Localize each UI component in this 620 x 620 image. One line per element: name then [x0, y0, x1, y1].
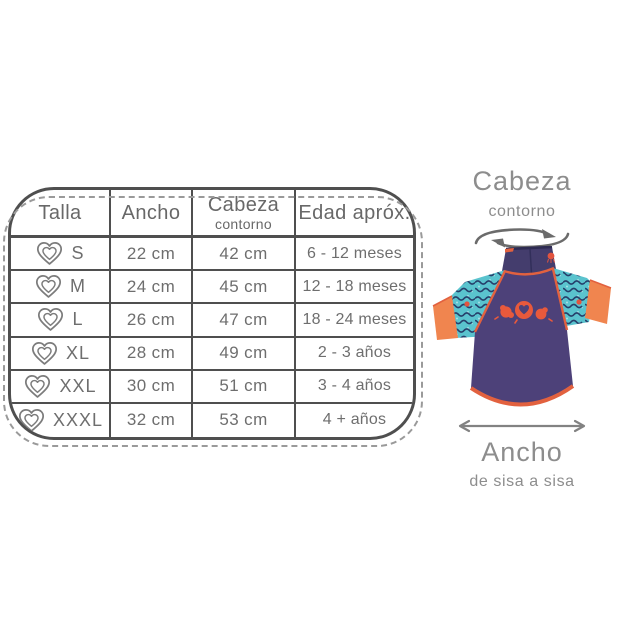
- head-value-cell: 49 cm: [193, 337, 296, 371]
- heart-icon: [23, 374, 52, 399]
- width-measure-sublabel: de sisa a sisa: [469, 473, 575, 490]
- shirt-body: [469, 266, 575, 407]
- size-label: XL: [65, 342, 91, 363]
- age-value-cell: 4 + años: [322, 411, 387, 429]
- shirt-photo: [432, 246, 612, 407]
- header-talla: Talla: [11, 190, 111, 238]
- double-arrow-icon: [458, 419, 586, 433]
- size-label: S: [71, 243, 85, 264]
- head-value-cell: 42 cm: [193, 238, 296, 272]
- age-value-cell: 3 - 4 años: [296, 371, 413, 404]
- header-talla-label: Talla: [38, 201, 82, 224]
- table-row-size-cell: XXXL: [11, 403, 111, 437]
- width-value-cell: 30 cm: [111, 370, 193, 404]
- age-value-cell: 18 - 24 meses: [296, 304, 413, 338]
- age-value-cell: 2 - 3 años: [296, 338, 413, 371]
- table-row-size-cell: S: [11, 238, 111, 272]
- header-ancho: Ancho: [111, 190, 193, 238]
- head-value-cell: 45 cm: [193, 271, 296, 305]
- head-value-cell: 47 cm: [193, 304, 296, 338]
- shirt-diagram: Cabeza contorno: [424, 168, 620, 490]
- table-row-size-cell: XL: [11, 337, 111, 371]
- width-value-cell: 22 cm: [111, 238, 193, 272]
- header-edad: Edad apróx.: [296, 190, 413, 238]
- shirt-collar: [502, 246, 556, 275]
- size-table-frame: Talla Ancho Cabeza contorno Edad apróx. …: [8, 187, 416, 440]
- size-table-grid: Talla Ancho Cabeza contorno Edad apróx. …: [11, 190, 413, 437]
- header-edad-label: Edad apróx.: [298, 201, 411, 224]
- size-table: Talla Ancho Cabeza contorno Edad apróx. …: [3, 187, 423, 447]
- header-ancho-label: Ancho: [121, 201, 181, 224]
- heart-icon: [17, 408, 46, 433]
- header-cabeza: Cabeza contorno: [193, 190, 296, 238]
- heart-icon: [34, 274, 63, 299]
- width-value-cell: 24 cm: [111, 271, 193, 305]
- head-measure-label: Cabeza: [472, 166, 572, 196]
- head-value-cell: 53 cm: [193, 403, 296, 437]
- width-value-cell: 28 cm: [111, 337, 193, 371]
- table-row-size-cell: M: [11, 271, 111, 305]
- heart-icon: [30, 341, 59, 366]
- size-label: M: [70, 276, 86, 297]
- size-label: L: [72, 309, 84, 330]
- table-row-size-cell: XXL: [11, 370, 111, 404]
- collar-logo-icon: [547, 252, 555, 263]
- chest-flower-print: [494, 301, 553, 324]
- size-label: XXXL: [52, 409, 104, 430]
- age-value-cell: 12 - 18 meses: [296, 271, 413, 305]
- head-value-cell: 51 cm: [193, 370, 296, 404]
- header-cabeza-label: Cabeza: [207, 193, 280, 216]
- head-measure-sublabel: contorno: [488, 203, 556, 220]
- width-value-cell: 26 cm: [111, 304, 193, 338]
- width-value-cell: 32 cm: [111, 403, 193, 437]
- width-measure-label: Ancho: [481, 437, 563, 467]
- header-cabeza-sublabel: contorno: [215, 215, 272, 232]
- age-value-cell: 6 - 12 meses: [296, 238, 413, 272]
- heart-icon: [36, 307, 65, 332]
- table-row-size-cell: L: [11, 304, 111, 338]
- heart-icon: [35, 241, 64, 266]
- size-label: XXL: [59, 375, 97, 396]
